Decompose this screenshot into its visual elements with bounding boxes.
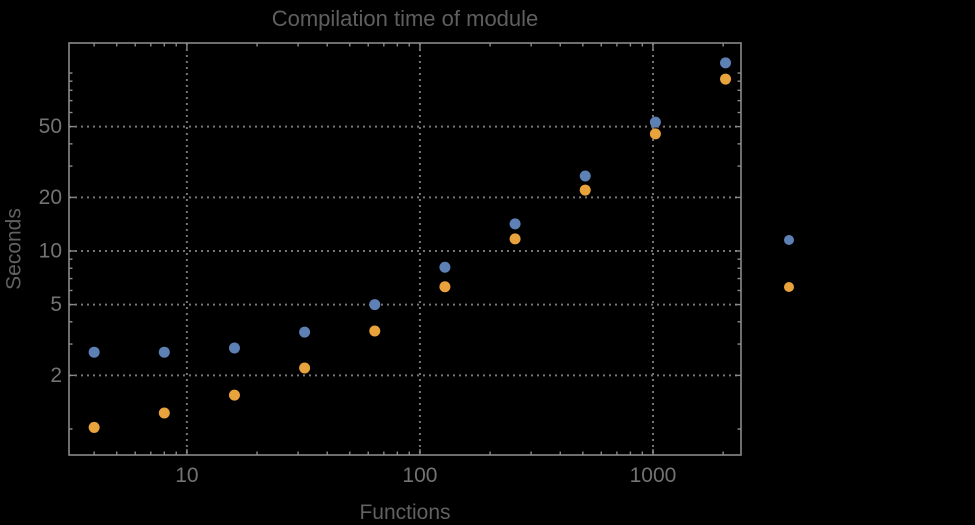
data-point-orange [720, 73, 732, 85]
data-point-blue [509, 218, 521, 230]
x-tick-label: 10 [175, 464, 198, 487]
data-point-blue [579, 170, 591, 182]
x-tick-label: 1000 [630, 464, 677, 487]
data-point-orange [509, 233, 521, 245]
data-point-blue [720, 57, 732, 69]
data-point-blue [158, 346, 170, 358]
data-point-blue [299, 326, 311, 338]
y-tick-label: 20 [39, 186, 62, 209]
data-point-blue [439, 261, 451, 273]
data-point-orange [439, 281, 451, 293]
data-point-orange [88, 421, 100, 433]
data-point-blue [228, 342, 240, 354]
data-point-orange [579, 184, 591, 196]
data-point-blue [88, 346, 100, 358]
chart-title: Compilation time of module [271, 6, 539, 31]
data-point-orange [649, 128, 661, 140]
data-point-blue [649, 116, 661, 128]
legend-marker-blue [784, 235, 794, 245]
y-axis-label: Seconds [2, 208, 26, 290]
y-tick-label: 5 [50, 293, 62, 316]
x-tick-label: 100 [402, 464, 437, 487]
y-tick-label: 2 [50, 364, 62, 387]
y-tick-label: 10 [39, 240, 62, 263]
data-point-orange [228, 389, 240, 401]
data-point-blue [369, 299, 381, 311]
x-axis-label: Functions [359, 501, 451, 524]
y-tick-label: 50 [39, 115, 62, 138]
data-point-orange [369, 325, 381, 337]
plot-frame [68, 42, 742, 456]
legend-marker-orange [784, 282, 794, 292]
data-point-orange [299, 362, 311, 374]
data-point-orange [158, 407, 170, 419]
